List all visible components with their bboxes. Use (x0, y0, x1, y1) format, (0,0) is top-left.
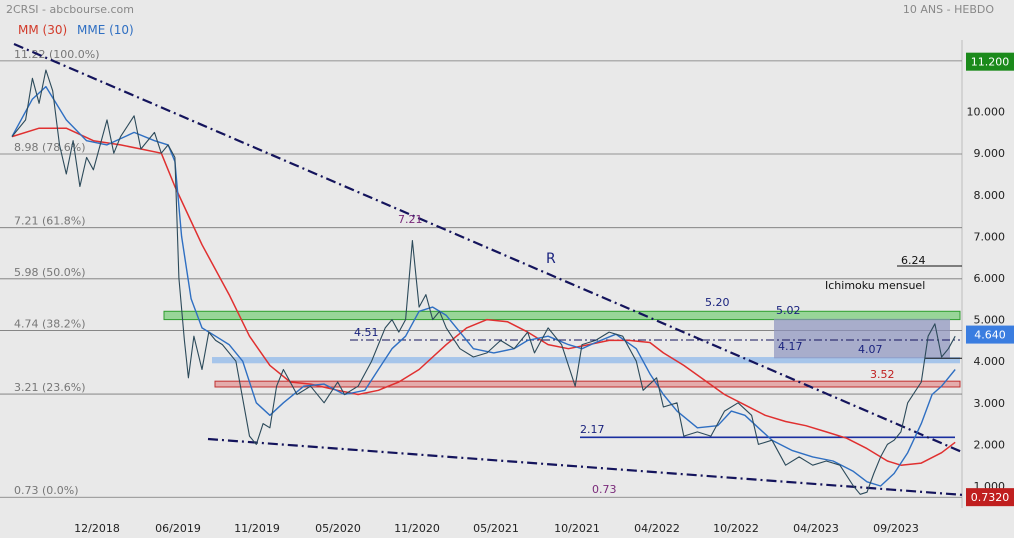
y-tick-5: 6.000 (974, 272, 1006, 285)
support-band-blue (212, 357, 960, 364)
y-tick-1: 2.000 (974, 438, 1006, 451)
annotation-11: Ichimoku mensuel (825, 279, 925, 292)
y-tick-3: 4.000 (974, 355, 1006, 368)
annotation-10: 6.24 (901, 254, 926, 267)
annotation-3: 5.02 (776, 304, 801, 317)
annotation-9: 0.73 (592, 483, 617, 496)
y-tick-8: 9.000 (974, 147, 1006, 160)
price-badge-2 (966, 488, 1014, 507)
y-tick-6: 7.000 (974, 230, 1006, 243)
fib-label-5: 3.21 (23.6%) (14, 381, 86, 394)
x-tick-4: 11/2020 (394, 522, 440, 535)
annotation-7: 3.52 (870, 368, 895, 381)
fib-label-1: 8.98 (78.6%) (14, 141, 86, 154)
legend-mme: MME (10) (77, 23, 134, 37)
price-badge-label-2: 0.7320 (971, 491, 1010, 504)
x-tick-6: 10/2021 (554, 522, 600, 535)
x-tick-10: 09/2023 (873, 522, 919, 535)
y-tick-9: 10.000 (967, 106, 1006, 119)
annotation-0: 7.21 (398, 213, 423, 226)
annotation-6: 4.07 (858, 343, 883, 356)
series-line-1 (11, 85, 956, 487)
support-band-red (214, 380, 961, 388)
fib-label-0: 11.22 (100.0%) (14, 48, 100, 61)
x-tick-7: 04/2022 (634, 522, 680, 535)
ichimoku-box (774, 318, 950, 359)
x-tick-9: 04/2023 (793, 522, 839, 535)
y-tick-2: 3.000 (974, 397, 1006, 410)
fib-label-4: 4.74 (38.2%) (14, 317, 86, 330)
price-badge-label-1: 4.640 (974, 329, 1006, 342)
x-tick-3: 05/2020 (315, 522, 361, 535)
x-tick-1: 06/2019 (155, 522, 201, 535)
x-tick-8: 10/2022 (713, 522, 759, 535)
series-line-2 (11, 69, 956, 495)
fib-label-6: 0.73 (0.0%) (14, 484, 79, 497)
resistance-band-green (163, 310, 961, 321)
legend-mm: MM (30) (18, 23, 68, 37)
x-tick-5: 05/2021 (473, 522, 519, 535)
series-line-0 (11, 127, 956, 466)
price-badge-0 (966, 52, 1014, 71)
annotation-8: 2.17 (580, 423, 605, 436)
price-badge-1 (966, 325, 1014, 344)
annotation-1: R (546, 251, 556, 267)
x-tick-0: 12/2018 (74, 522, 120, 535)
x-tick-2: 11/2019 (234, 522, 280, 535)
annotation-5: 4.17 (778, 340, 803, 353)
annotation-4: 4.51 (354, 326, 379, 339)
annotation-2: 5.20 (705, 296, 730, 309)
trendline-resistance (13, 42, 963, 454)
chart-period: 10 ANS - HEBDO (902, 3, 994, 16)
y-tick-4: 5.000 (974, 314, 1006, 327)
y-tick-7: 8.000 (974, 189, 1006, 202)
trendline-support (207, 437, 965, 497)
price-badge-label-0: 11.200 (971, 56, 1010, 69)
fib-label-2: 7.21 (61.8%) (14, 215, 86, 228)
chart-source: 2CRSI - abcbourse.com (6, 3, 134, 16)
fib-label-3: 5.98 (50.0%) (14, 266, 86, 279)
